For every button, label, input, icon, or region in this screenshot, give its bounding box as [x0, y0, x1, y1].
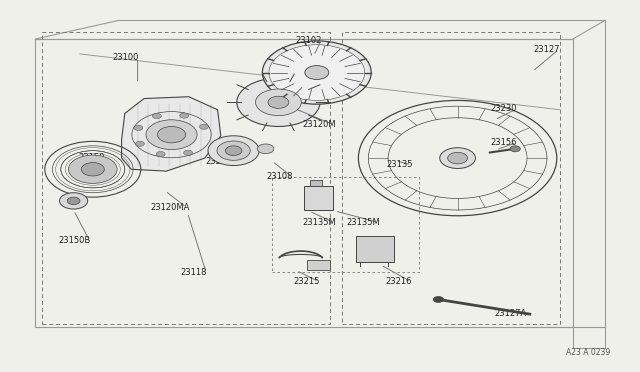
Text: 23230: 23230 — [491, 105, 517, 113]
Polygon shape — [122, 97, 221, 171]
Circle shape — [305, 65, 329, 80]
Circle shape — [433, 296, 444, 302]
Text: 23150B: 23150B — [59, 236, 91, 245]
Text: 23135M: 23135M — [302, 218, 336, 227]
Text: 23215: 23215 — [293, 277, 319, 286]
Circle shape — [200, 124, 209, 129]
Circle shape — [146, 120, 197, 150]
Text: 23120MA: 23120MA — [150, 203, 190, 212]
Circle shape — [262, 41, 371, 104]
Circle shape — [60, 193, 88, 209]
Text: A23 A 0239: A23 A 0239 — [566, 348, 611, 357]
Circle shape — [440, 148, 476, 169]
Text: 23108: 23108 — [266, 172, 292, 181]
Text: 23156: 23156 — [491, 138, 517, 147]
Text: 23127A: 23127A — [494, 309, 526, 318]
Circle shape — [510, 146, 520, 152]
Circle shape — [268, 96, 289, 108]
Text: 23120M: 23120M — [303, 120, 337, 129]
Text: 23150: 23150 — [78, 153, 104, 162]
Circle shape — [134, 125, 143, 131]
Circle shape — [67, 197, 80, 205]
Text: 23216: 23216 — [385, 277, 412, 286]
Polygon shape — [356, 236, 394, 262]
Circle shape — [217, 141, 250, 160]
Polygon shape — [307, 260, 330, 270]
Circle shape — [208, 136, 259, 166]
Circle shape — [81, 163, 104, 176]
Circle shape — [180, 113, 189, 118]
Circle shape — [269, 45, 365, 100]
Circle shape — [257, 144, 274, 154]
Polygon shape — [304, 186, 333, 210]
Text: 23100: 23100 — [112, 53, 138, 62]
Circle shape — [448, 153, 467, 164]
Text: 23102: 23102 — [296, 36, 322, 45]
Circle shape — [68, 155, 117, 183]
Circle shape — [225, 146, 242, 155]
Text: 23127: 23127 — [533, 45, 559, 54]
Circle shape — [136, 141, 145, 146]
Circle shape — [157, 126, 186, 143]
Text: 23118: 23118 — [180, 268, 207, 277]
Circle shape — [237, 78, 320, 126]
Text: 23135: 23135 — [386, 160, 412, 169]
Circle shape — [156, 151, 165, 157]
Circle shape — [184, 150, 193, 155]
Text: 23200: 23200 — [205, 157, 232, 166]
Polygon shape — [310, 180, 322, 186]
Text: 23135M: 23135M — [347, 218, 381, 227]
Circle shape — [255, 89, 301, 116]
Circle shape — [152, 113, 161, 119]
